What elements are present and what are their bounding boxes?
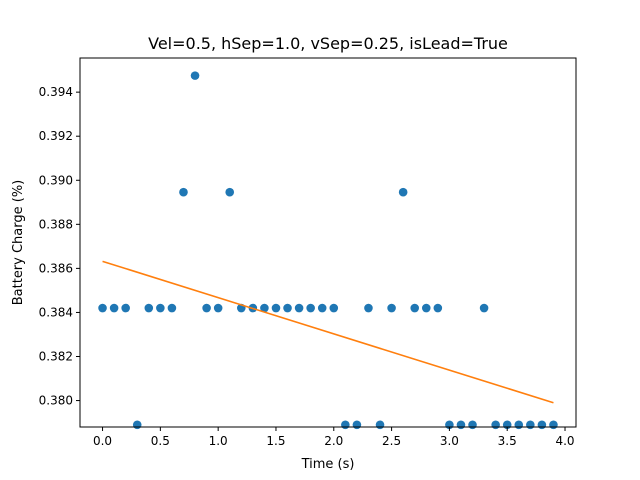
y-tick-label: 0.390 — [39, 173, 73, 187]
data-point-15 — [271, 303, 281, 313]
y-tick-label: 0.380 — [39, 394, 73, 408]
data-point-24 — [375, 420, 385, 430]
data-point-28 — [421, 303, 431, 313]
data-point-11 — [225, 187, 235, 197]
data-point-14 — [260, 303, 269, 313]
data-point-34 — [491, 420, 500, 430]
y-tick-label: 0.386 — [39, 261, 73, 275]
data-point-27 — [410, 303, 420, 313]
data-point-18 — [306, 303, 315, 313]
y-tick-label: 0.384 — [39, 305, 73, 319]
data-point-36 — [514, 420, 524, 430]
data-point-26 — [398, 187, 408, 197]
data-point-16 — [283, 303, 292, 313]
x-tick-label: 3.0 — [440, 434, 459, 448]
y-tick-label: 0.392 — [39, 129, 73, 143]
y-axis: 0.380 0.382 0.384 0.386 0.388 0.390 0.392 0.394 — [39, 85, 80, 408]
x-tick-label: 2.0 — [324, 434, 343, 448]
data-point-20 — [329, 303, 339, 313]
data-point-17 — [294, 303, 304, 313]
data-point-32 — [468, 420, 477, 430]
x-tick-label: 1.0 — [209, 434, 228, 448]
y-tick-label: 0.382 — [39, 350, 73, 364]
data-point-19 — [317, 303, 327, 313]
data-point-5 — [156, 303, 165, 313]
data-point-4 — [144, 303, 154, 313]
x-tick-label: 4.0 — [555, 434, 574, 448]
data-point-3 — [132, 420, 142, 430]
x-tick-label: 0.0 — [93, 434, 112, 448]
y-tick-label: 0.388 — [39, 217, 73, 231]
x-axis-label: Time (s) — [301, 457, 355, 472]
chart-title: Vel=0.5, hSep=1.0, vSep=0.25, isLead=Tru… — [148, 34, 508, 53]
axes-frame — [79, 57, 577, 428]
data-point-6 — [167, 303, 177, 313]
x-axis: 0.0 0.5 1.0 1.5 2.0 2.5 3.0 3.5 4.0 — [93, 427, 575, 448]
data-point-23 — [364, 303, 373, 313]
plot-area — [98, 71, 558, 430]
data-point-9 — [202, 303, 211, 313]
data-point-25 — [387, 303, 396, 313]
data-point-38 — [537, 420, 547, 430]
y-axis-label: Battery Charge (%) — [11, 180, 26, 306]
x-tick-label: 2.5 — [382, 434, 401, 448]
data-point-0 — [98, 303, 107, 313]
data-point-39 — [549, 420, 558, 430]
y-tick-label: 0.394 — [39, 85, 73, 99]
data-point-8 — [190, 71, 200, 80]
x-tick-label: 3.5 — [498, 434, 517, 448]
data-point-2 — [121, 303, 130, 313]
data-point-21 — [341, 420, 350, 430]
data-point-37 — [526, 420, 535, 430]
data-point-29 — [433, 303, 443, 313]
trend-line — [102, 260, 554, 404]
data-point-22 — [352, 420, 362, 430]
data-point-31 — [456, 420, 466, 430]
data-point-10 — [213, 303, 223, 313]
data-point-7 — [179, 187, 188, 197]
x-tick-label: 1.5 — [266, 434, 285, 448]
data-point-1 — [109, 303, 119, 313]
data-point-33 — [479, 303, 489, 313]
x-tick-label: 0.5 — [151, 434, 170, 448]
